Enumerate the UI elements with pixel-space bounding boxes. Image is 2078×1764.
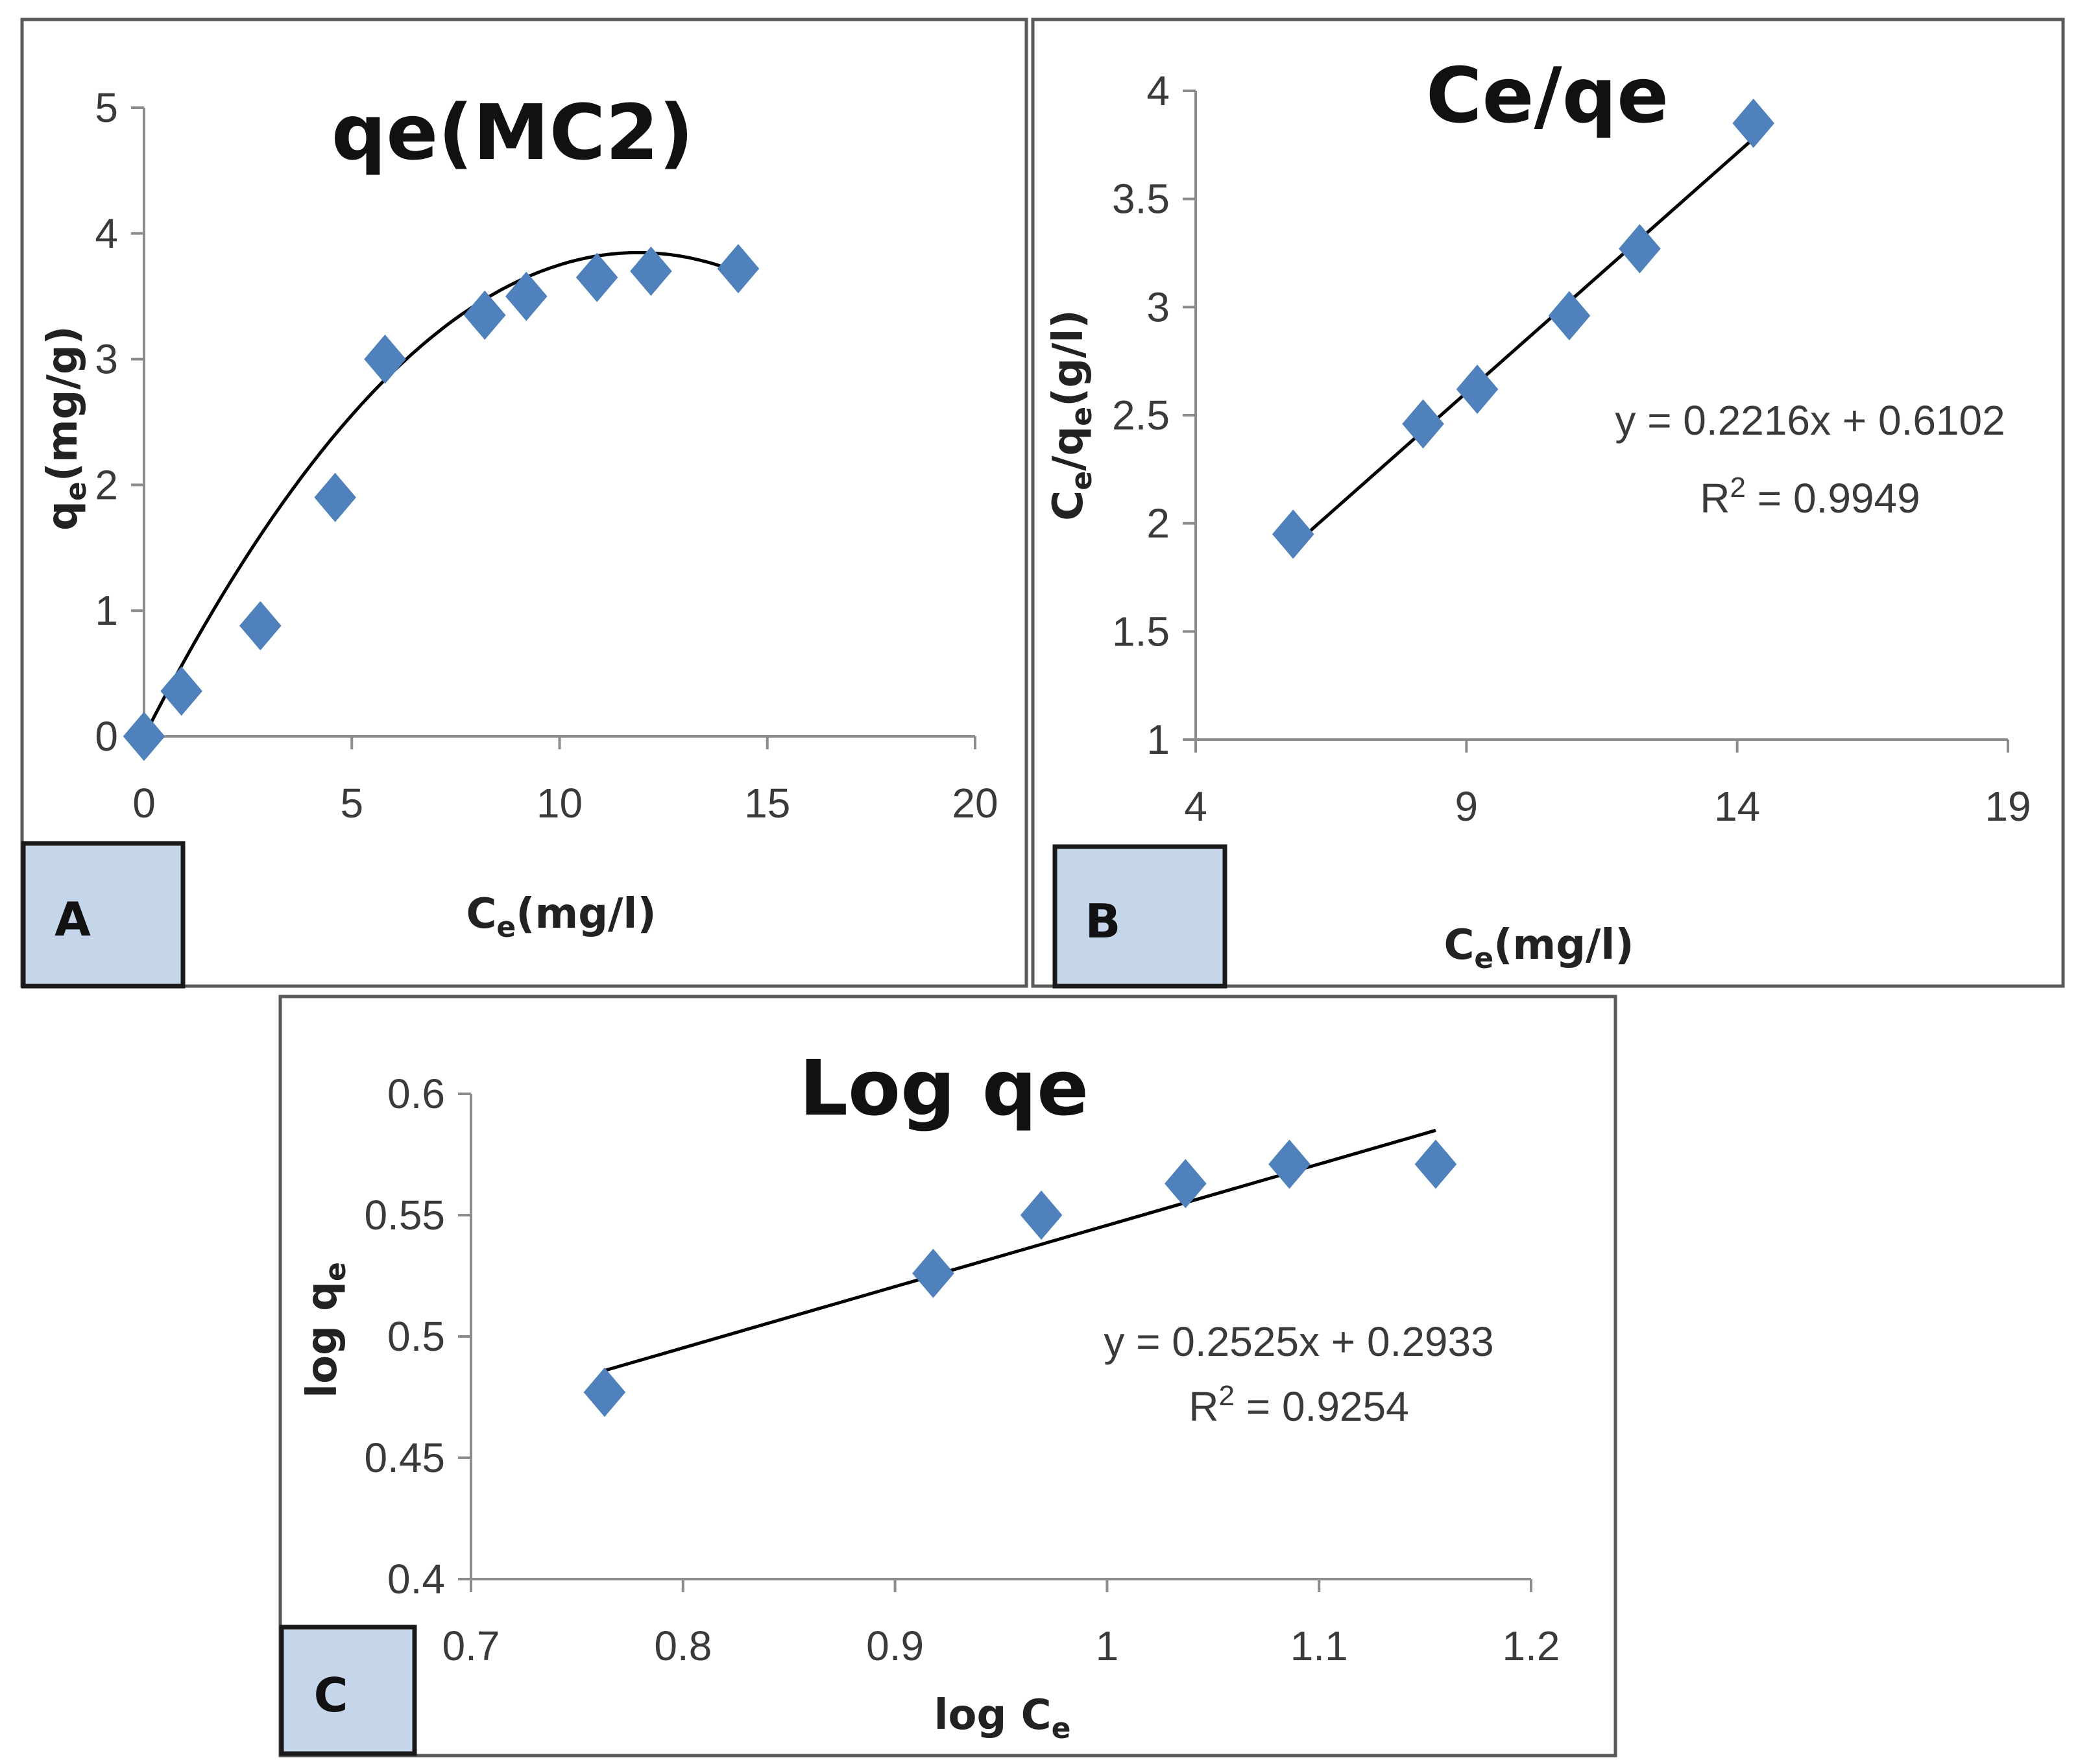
panel-b-data-point bbox=[1548, 291, 1591, 341]
panel-b-xlabel: Ce(mg/l) bbox=[1444, 921, 1634, 975]
panel-a-axes: 0 5 10 15 20 0 1 2 3 4 5 bbox=[95, 84, 998, 827]
panel-b-data-point bbox=[1402, 399, 1444, 449]
panel-b-x-tick-label: 9 bbox=[1455, 783, 1479, 830]
panel-b-y-tick-label: 1.5 bbox=[1112, 608, 1170, 655]
panel-b-axes: 4 9 14 19 1 1.5 2 2.5 3 3.5 4 bbox=[1112, 67, 2031, 830]
panel-c-ylabel: log qe bbox=[298, 1262, 352, 1398]
panel-c-axes: 0.7 0.8 0.9 1 1.1 1.2 0.4 0.45 0.5 0.55 0.6 bbox=[364, 1070, 1560, 1669]
panel-c-y-tick-label: 0.5 bbox=[387, 1313, 445, 1360]
panel-c-x-tick-label: 0.8 bbox=[654, 1623, 712, 1669]
panel-a-tag-box bbox=[21, 841, 186, 989]
panel-c-xlabel: log Ce bbox=[934, 1691, 1071, 1745]
panel-a-ylabel: qe(mg/g) bbox=[39, 326, 93, 531]
panel-a-frame bbox=[20, 18, 1028, 988]
panel-c-y-tick-label: 0.55 bbox=[364, 1192, 445, 1238]
panel-b-x-tick-label: 4 bbox=[1184, 783, 1207, 830]
panel-c-x-tick-label: 0.9 bbox=[866, 1623, 924, 1669]
panel-b: Ce/qe 4 9 14 19 1 1.5 2 2.5 3 3.5 4 y = 0.2216x + … bbox=[1031, 18, 2065, 989]
panel-a-data-point bbox=[575, 252, 618, 302]
panel-b-y-tick-label: 2 bbox=[1146, 500, 1170, 547]
panel-c-tag: C bbox=[314, 1668, 348, 1722]
panel-a-x-tick-label: 10 bbox=[537, 780, 583, 827]
panel-a-data-point bbox=[160, 666, 202, 716]
panel-c-x-tick-label: 1 bbox=[1096, 1623, 1119, 1669]
panel-a-y-tick-label: 3 bbox=[95, 336, 118, 383]
panel-a-tag: A bbox=[54, 892, 91, 947]
panel-c-x-tick-label: 1.2 bbox=[1503, 1623, 1560, 1669]
panel-b-frame bbox=[1031, 18, 2065, 988]
panel-a-y-tick-label: 2 bbox=[95, 461, 118, 508]
panel-b-trendline bbox=[1292, 137, 1755, 548]
panel-c-x-tick-label: 1.1 bbox=[1290, 1623, 1348, 1669]
panel-a-y-tick-label: 5 bbox=[95, 84, 118, 131]
panel-a: qe(MC2) 0 5 10 15 20 0 1 2 3 4 5 Ce(mg/l) qe(mg/g)… bbox=[20, 18, 1028, 989]
panel-b-y-tick-label: 3 bbox=[1146, 284, 1170, 330]
panel-a-data-point bbox=[505, 271, 548, 321]
panel-c-marks bbox=[583, 1128, 1457, 1418]
panel-b-data-point bbox=[1619, 224, 1661, 274]
panel-c-data-point bbox=[1414, 1139, 1457, 1189]
panel-a-x-tick-label: 5 bbox=[340, 780, 363, 827]
panel-a-y-tick-label: 0 bbox=[95, 713, 118, 760]
panel-b-ylabel: Ce/qe(g/l) bbox=[1045, 309, 1098, 520]
panel-a-title: qe(MC2) bbox=[332, 88, 694, 177]
panel-c-x-tick-label: 0.7 bbox=[442, 1623, 500, 1669]
panel-c-data-point bbox=[1165, 1159, 1207, 1209]
panel-b-marks bbox=[1272, 99, 1775, 559]
panel-c-title: Log qe bbox=[799, 1043, 1089, 1133]
panel-c-data-point bbox=[1020, 1190, 1063, 1240]
panel-b-data-point bbox=[1732, 99, 1775, 148]
panel-a-y-tick-label: 4 bbox=[95, 210, 118, 257]
panel-c-y-tick-label: 0.4 bbox=[387, 1556, 445, 1602]
panel-c-data-point bbox=[583, 1368, 626, 1418]
panel-b-data-point bbox=[1272, 509, 1314, 559]
panel-b-y-tick-label: 3.5 bbox=[1112, 176, 1170, 223]
panel-a-x-tick-label: 15 bbox=[744, 780, 790, 827]
panel-b-y-tick-label: 1 bbox=[1146, 716, 1170, 763]
panel-b-x-tick-label: 19 bbox=[1985, 783, 2031, 830]
panel-c-y-tick-label: 0.45 bbox=[364, 1434, 445, 1481]
panel-a-data-point bbox=[630, 246, 672, 296]
panel-a-data-point bbox=[123, 712, 165, 761]
panel-a-xlabel: Ce(mg/l) bbox=[466, 890, 656, 944]
panel-a-x-tick-label: 0 bbox=[132, 780, 156, 827]
panel-a-marks bbox=[123, 244, 760, 761]
panel-a-y-tick-label: 1 bbox=[95, 587, 118, 634]
panel-b-tag-box bbox=[1052, 844, 1227, 989]
panel-c-y-tick-label: 0.6 bbox=[387, 1070, 445, 1117]
panel-c-frame bbox=[278, 995, 1617, 1758]
panel-b-equation: y = 0.2216x + 0.6102 bbox=[1615, 397, 2005, 444]
panel-a-data-point bbox=[717, 244, 760, 294]
panel-c-equation: y = 0.2525x + 0.2933 bbox=[1104, 1318, 1493, 1365]
panel-b-y-tick-label: 2.5 bbox=[1112, 392, 1170, 439]
panel-c-r2: R2 = 0.9254 bbox=[1189, 1380, 1408, 1430]
panel-c-data-point bbox=[912, 1248, 954, 1298]
panel-c-tag-box bbox=[279, 1625, 417, 1756]
panel-a-data-point bbox=[314, 472, 356, 522]
panel-a-data-point bbox=[463, 290, 506, 340]
panel-b-data-point bbox=[1456, 365, 1499, 414]
panel-a-trendline bbox=[142, 250, 739, 738]
panel-c: Log qe 0.7 0.8 0.9 1 1.1 1.2 0.4 0.45 0.5 0.55 0.6… bbox=[278, 995, 1617, 1758]
panel-b-title: Ce/qe bbox=[1426, 51, 1669, 140]
panel-a-x-tick-label: 20 bbox=[952, 780, 998, 827]
panel-a-data-point bbox=[364, 334, 406, 384]
panel-b-tag: B bbox=[1085, 894, 1121, 948]
panel-a-data-point bbox=[239, 601, 282, 651]
panel-b-x-tick-label: 14 bbox=[1714, 783, 1760, 830]
panel-c-data-point bbox=[1268, 1139, 1311, 1189]
panel-b-y-tick-label: 4 bbox=[1146, 67, 1170, 114]
panel-b-r2: R2 = 0.9949 bbox=[1700, 472, 1920, 522]
